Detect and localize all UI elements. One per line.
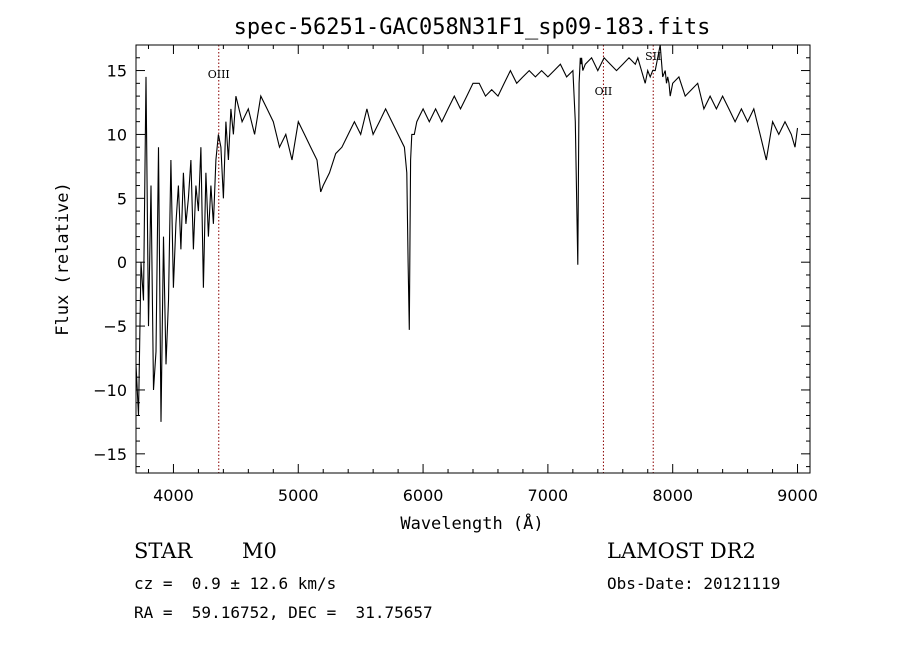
y-tick-label: 15 [107,62,127,81]
object-class: STAR [134,539,193,563]
y-tick-label: 10 [107,125,127,144]
x-tick-label: 6000 [403,486,444,505]
x-tick-label: 7000 [528,486,569,505]
x-tick-label: 4000 [153,486,194,505]
plot-frame [135,44,811,474]
redshift-readout: cz = 0.9 ± 12.6 km/s [134,574,337,593]
x-axis-label: Wavelength (Å) [400,512,543,534]
y-tick-label: −5 [103,317,127,336]
y-tick-label: 5 [117,189,127,208]
subclass: M0 [242,539,277,563]
coordinates-readout: RA = 59.16752, DEC = 31.75657 [134,603,433,622]
spectrum-line [135,44,799,422]
y-tick-label: 0 [117,253,127,272]
x-tick-label: 8000 [652,486,693,505]
y-axis-label: Flux (relative) [53,182,73,336]
x-tick-label: 5000 [278,486,319,505]
y-tick-label: −15 [93,445,127,464]
obs-date: Obs-Date: 20121119 [607,574,781,593]
marker-label-oii: OII [595,85,613,98]
survey-name: LAMOST DR2 [607,539,756,563]
y-tick-label: −10 [93,381,127,400]
chart-title: spec-56251-GAC058N31F1_sp09-183.fits [234,15,711,40]
x-tick-label: 9000 [777,486,818,505]
marker-label-oiii: OIII [208,68,230,81]
